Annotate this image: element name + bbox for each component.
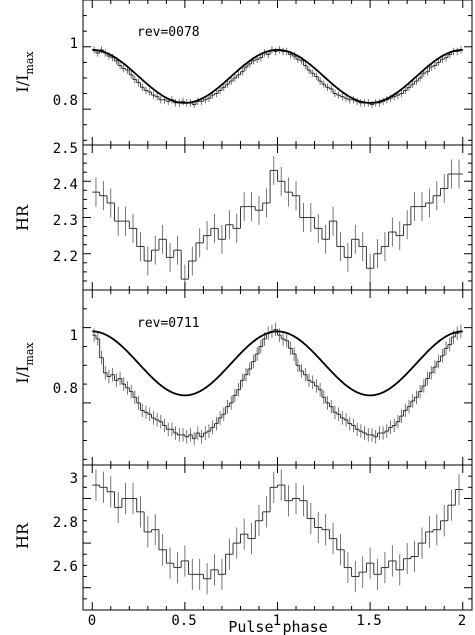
model-curve [92,48,463,104]
panel-1-ytick-label: 1 [70,36,78,52]
panel-3-ytick-label: 1 [70,328,78,344]
panel-4-ytick-label: 2.6 [53,559,78,575]
panel-1-ticks [83,0,472,145]
step-connectors [99,485,456,579]
panel-2-marks [92,155,463,290]
panel-intensity-rev0711: 1 0.8 rev=0711 I/Imax [13,289,473,466]
panel-intensity-rev0078: 1 0.8 rev=0078 I/Imax [13,0,473,146]
panel-3-annotation: rev=0711 [137,316,200,331]
panel-2-ytick-label: 2.2 [53,249,78,265]
x-axis-label: Pulse phase [228,618,327,635]
step-connectors [99,170,449,280]
xtick-label: 1 [273,613,281,629]
panel-1-frame [82,0,473,146]
panel-4-marks [92,469,463,595]
panel-2-ticks [83,144,472,290]
ylabel-subscript: max [23,342,36,366]
xtick-label: 0 [88,613,96,629]
ylabel-subscript: max [23,51,36,75]
panel-1-annotation: rev=0078 [137,25,200,40]
xtick-label: 1.5 [356,613,381,629]
panel-1-ylabel: I/Imax [13,51,36,93]
xtick-label: 0.5 [171,613,196,629]
panel-3-marks [92,322,463,446]
panel-hardness-ratio-rev0711: 3 2.8 2.6 HR 0 0.5 1 1.5 2 [13,464,473,629]
panel-4-ytick-label: 2.8 [53,515,78,531]
panel-2-ytick-label: 2.3 [53,213,78,229]
panel-3-ytick-label: 0.8 [53,381,78,397]
model-curve [92,330,463,397]
panel-3-ticks [83,289,472,465]
panel-1-ytick-label: 0.8 [53,93,78,109]
xtick-label: 2 [458,613,466,629]
panel-2-ytick-label: 2.4 [53,177,78,193]
panel-2-ytick-label: 2.5 [53,141,78,157]
step-connectors [95,329,460,439]
panel-3-ylabel: I/Imax [13,342,36,384]
panel-hardness-ratio-rev0078: 2.5 2.4 2.3 2.2 HR [13,141,473,291]
panel-2-frame [82,144,473,291]
panel-1-marks [92,46,463,109]
ylabel-main: I/I [13,366,32,384]
ylabel-main: I/I [13,75,32,93]
step-connectors [95,49,460,105]
panel-4-ytick-label: 3 [70,471,78,487]
panel-2-ylabel: HR [13,204,32,231]
panel-4-ylabel: HR [13,522,32,549]
panel-4-ticks [83,464,472,610]
